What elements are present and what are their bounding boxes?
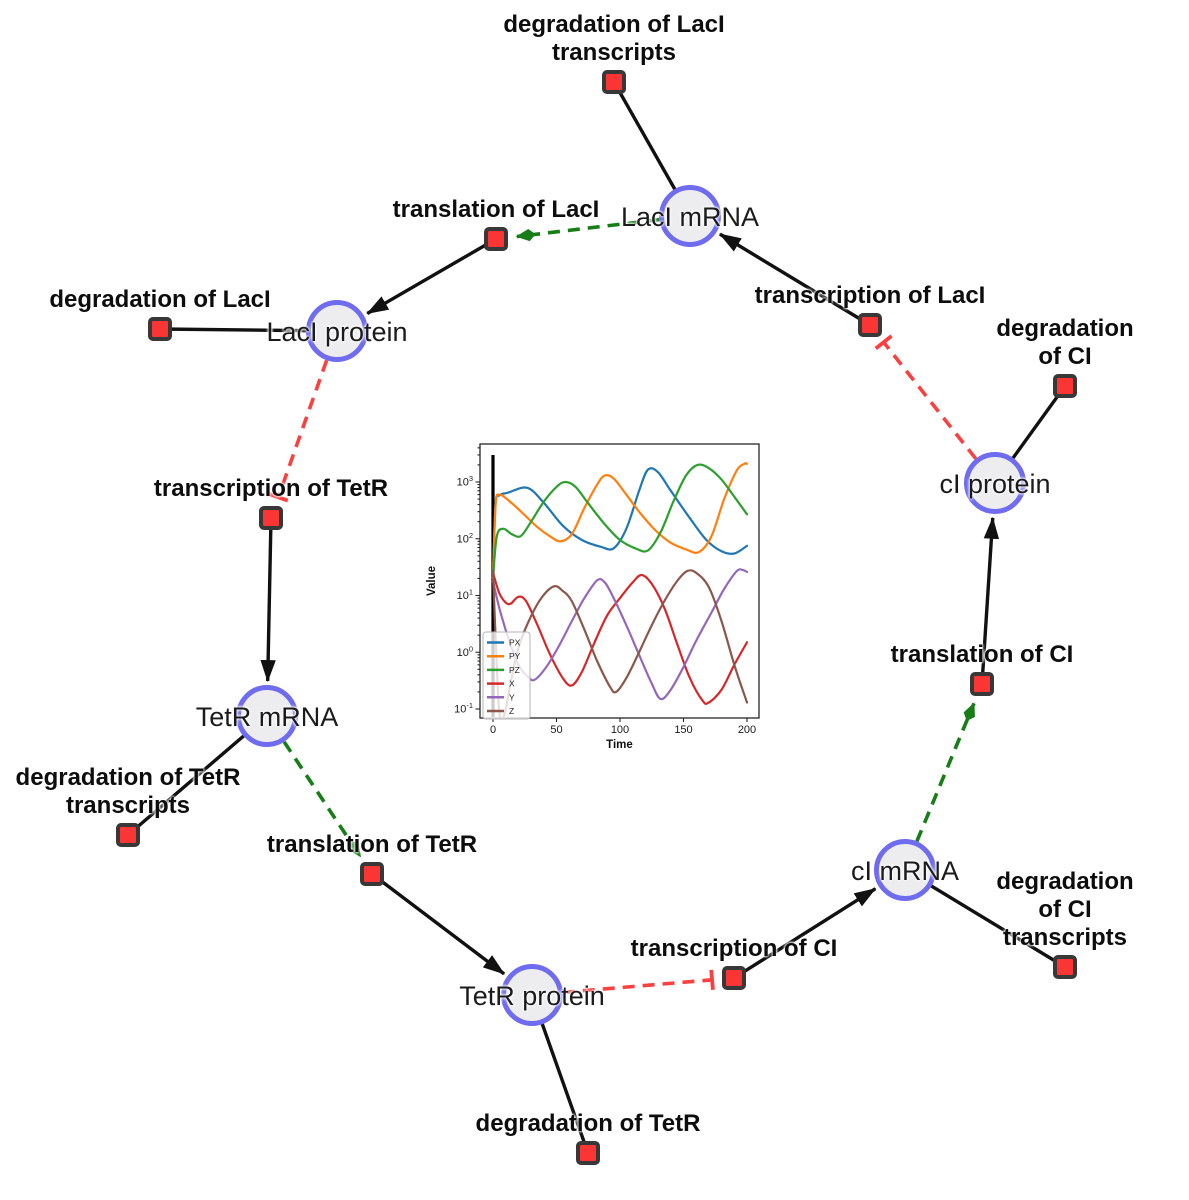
edge-production-translation-ci-to-ci-protein xyxy=(980,516,1000,685)
y-axis-ticks: 103 102 101 100 10-1 xyxy=(454,447,480,716)
series-PX xyxy=(491,467,749,580)
y-axis-label: Value xyxy=(426,566,438,596)
species-node-laci-protein[interactable] xyxy=(306,300,368,362)
reaction-node-deg-laci-tx[interactable] xyxy=(602,70,626,94)
svg-text:102: 102 xyxy=(457,531,473,546)
reaction-node-transcription-ci[interactable] xyxy=(722,966,746,990)
edge-production-translation-tetr-to-tetr-protein xyxy=(370,872,506,976)
x-axis-ticks: 0 50 100 150 200 xyxy=(490,718,756,736)
svg-text:100: 100 xyxy=(457,644,473,659)
legend-entry-PX: PX xyxy=(509,638,521,648)
species-node-tetr-mrna[interactable] xyxy=(236,685,298,747)
edge-catalysis-tetr-mrna-to-translation-tetr xyxy=(282,740,362,858)
timecourse-inset-chart: 0 50 100 150 20010310210110010-1TimeValuePXP… xyxy=(426,443,760,751)
svg-text:103: 103 xyxy=(457,474,473,489)
edge-inhibition-tetr-protein-to-transcription-ci xyxy=(562,978,713,995)
legend-entry-X: X xyxy=(509,679,515,689)
svg-text:0: 0 xyxy=(490,724,496,736)
x-axis-label: Time xyxy=(606,739,633,751)
reaction-node-translation-tetr[interactable] xyxy=(360,862,384,886)
reaction-node-deg-ci[interactable] xyxy=(1053,374,1077,398)
edge-consumption-ci-mrna-to-deg-ci-tx xyxy=(904,868,1066,969)
inhibition-tee-cap xyxy=(709,969,715,990)
series-PY xyxy=(491,462,749,580)
edge-inhibition-ci-protein-to-transcription-laci xyxy=(882,341,978,460)
legend-entry-PY: PY xyxy=(509,651,521,661)
reaction-node-transcription-tetr[interactable] xyxy=(259,506,283,530)
reaction-node-deg-tetr[interactable] xyxy=(576,1141,600,1165)
species-node-ci-mrna[interactable] xyxy=(874,839,936,901)
edge-catalysis-ci-mrna-to-translation-ci xyxy=(915,702,976,843)
reaction-node-deg-ci-tx[interactable] xyxy=(1053,955,1077,979)
species-node-ci-protein[interactable] xyxy=(964,452,1026,514)
edge-production-transcription-ci-to-ci-mrna xyxy=(733,887,877,980)
series-X xyxy=(491,571,749,705)
edge-production-translation-laci-to-laci-protein xyxy=(366,237,497,315)
svg-text:150: 150 xyxy=(674,724,692,736)
edge-catalysis-laci-mrna-to-translation-laci xyxy=(515,217,660,242)
reaction-node-deg-tetr-tx[interactable] xyxy=(116,823,140,847)
legend-entry-Z: Z xyxy=(509,706,514,716)
edge-inhibition-laci-protein-to-transcription-tetr xyxy=(276,359,329,498)
svg-text:50: 50 xyxy=(550,724,562,736)
chart-legend: PX PY PZ XYZ xyxy=(482,631,531,720)
svg-text:10-1: 10-1 xyxy=(454,701,473,716)
reaction-node-translation-ci[interactable] xyxy=(970,672,994,696)
series-PZ xyxy=(491,463,749,580)
species-node-tetr-protein[interactable] xyxy=(501,964,563,1026)
reaction-node-transcription-laci[interactable] xyxy=(858,313,882,337)
reaction-node-translation-laci[interactable] xyxy=(484,227,508,251)
svg-text:101: 101 xyxy=(457,588,473,603)
legend-entry-PZ: PZ xyxy=(509,665,520,675)
species-node-laci-mrna[interactable] xyxy=(659,185,721,247)
inhibition-tee-cap xyxy=(874,334,893,350)
edge-production-transcription-laci-to-laci-mrna xyxy=(718,232,871,327)
edge-production-transcription-tetr-to-tetr-mrna xyxy=(260,517,276,683)
reaction-node-deg-laci[interactable] xyxy=(148,317,172,341)
series-Z xyxy=(491,569,749,718)
inhibition-tee-cap xyxy=(268,492,289,503)
chart-series-group xyxy=(491,462,749,718)
svg-text:100: 100 xyxy=(611,724,629,736)
legend-entry-Y: Y xyxy=(509,692,515,702)
svg-text:200: 200 xyxy=(738,724,756,736)
